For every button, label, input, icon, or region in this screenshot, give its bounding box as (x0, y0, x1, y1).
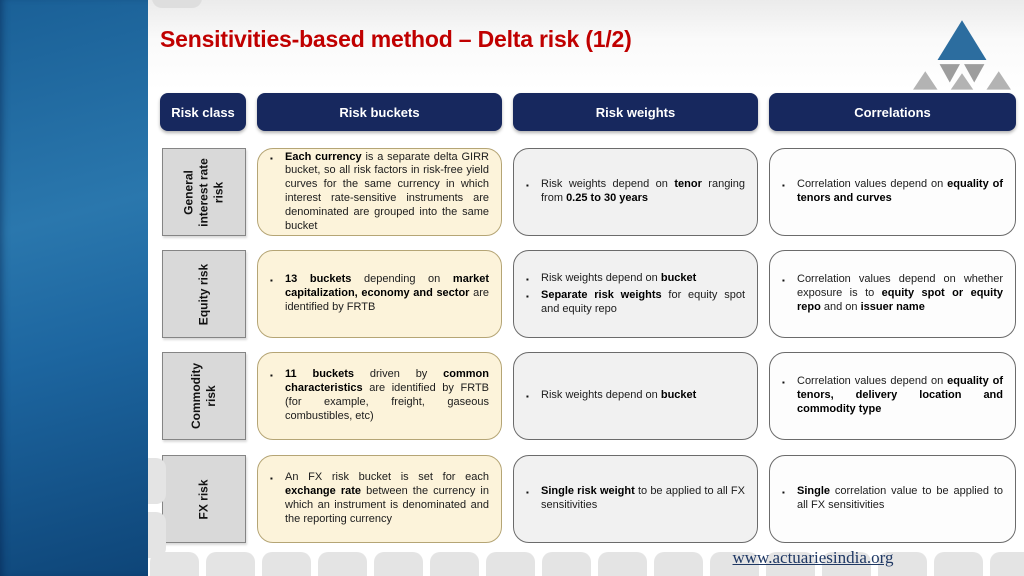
bullet-text: Correlation values depend on equality of… (797, 178, 1003, 204)
decor-square (148, 458, 166, 504)
decor-square (262, 552, 311, 576)
table-row: Commodity risk ▪ 11 buckets driven by com… (148, 352, 1024, 440)
bullet-marker: ▪ (526, 181, 529, 191)
correlations-cell: ▪ Correlation values depend on equality o… (769, 352, 1016, 440)
decor-square (990, 552, 1024, 576)
decor-square (150, 552, 199, 576)
decor-square (542, 552, 591, 576)
correlations-cell: ▪ Correlation values depend on equality o… (769, 148, 1016, 236)
bullet-marker: ▪ (526, 391, 529, 401)
bullet-marker: ▪ (526, 291, 529, 301)
decor-square (148, 512, 166, 558)
risk-weights-cell: ▪ Single risk weight to be applied to all… (513, 455, 758, 543)
risk-weights-cell: ▪ Risk weights depend on tenor ranging fr… (513, 148, 758, 236)
correlations-cell: ▪ Correlation values depend on whether ex… (769, 250, 1016, 338)
bullet-marker: ▪ (782, 181, 785, 191)
column-header-risk-weights: Risk weights (513, 93, 758, 131)
bullet-text: An FX risk bucket is set for each exchan… (285, 471, 489, 525)
risk-buckets-cell: ▪ 11 buckets driven by common characteris… (257, 352, 502, 440)
bullet-text: Correlation values depend on whether exp… (797, 273, 1003, 313)
bullet-marker: ▪ (270, 153, 273, 163)
table-row: FX risk ▪ An FX risk bucket is set for ea… (148, 455, 1024, 543)
website-link[interactable]: www.actuariesindia.org (732, 548, 894, 567)
decor-square (486, 552, 535, 576)
bullet-marker: ▪ (270, 276, 273, 286)
bullet-text: Single risk weight to be applied to all … (541, 485, 745, 511)
decor-square (430, 552, 479, 576)
decor-square (374, 552, 423, 576)
bullet-marker: ▪ (270, 371, 273, 381)
correlations-cell: ▪ Single correlation value to be applied … (769, 455, 1016, 543)
bullet-text: Correlation values depend on equality of… (797, 375, 1003, 415)
bullet-text: Each currency is a separate delta GIRR b… (285, 150, 489, 232)
risk-class-box: FX risk (162, 455, 246, 543)
risk-class-label: Commodity risk (189, 363, 218, 429)
bullet-text: Separate risk weights for equity spot an… (541, 288, 745, 315)
decor-square (598, 552, 647, 576)
page-title: Sensitivities-based method – Delta risk … (160, 26, 632, 52)
risk-buckets-cell: ▪ An FX risk bucket is set for each excha… (257, 455, 502, 543)
decor-square (878, 552, 927, 576)
table-row: General interest rate risk ▪ Each currenc… (148, 148, 1024, 236)
risk-class-label: FX risk (196, 478, 211, 520)
risk-class-box: General interest rate risk (162, 148, 246, 236)
risk-buckets-cell: ▪ 13 buckets depending on market capitali… (257, 250, 502, 338)
decor-square (654, 552, 703, 576)
decor-border-bottom (150, 552, 1024, 576)
bullet-marker: ▪ (526, 274, 529, 284)
bullet-marker: ▪ (782, 276, 785, 286)
decor-square (934, 552, 983, 576)
risk-class-label: Equity risk (196, 263, 211, 325)
bullet-text: 13 buckets depending on market capitaliz… (285, 273, 489, 313)
bullet-text: 11 buckets driven by common characterist… (285, 368, 489, 422)
decor-square (152, 0, 202, 8)
risk-class-label: General interest rate risk (181, 157, 226, 227)
risk-class-box: Commodity risk (162, 352, 246, 440)
risk-weights-cell: ▪ Risk weights depend on bucket (513, 352, 758, 440)
slide-content-area: Sensitivities-based method – Delta risk … (148, 0, 1024, 576)
decor-square (710, 552, 759, 576)
risk-weights-cell: ▪ Risk weights depend on bucket ▪ Separate … (513, 250, 758, 338)
column-header-risk-buckets: Risk buckets (257, 93, 502, 131)
bullet-marker: ▪ (782, 378, 785, 388)
risk-class-box: Equity risk (162, 250, 246, 338)
bullet-marker: ▪ (782, 488, 785, 498)
bullet-text: Risk weights depend on tenor ranging fro… (541, 178, 745, 204)
risk-buckets-cell: ▪ Each currency is a separate delta GIRR … (257, 148, 502, 236)
actuaries-india-logo-icon (913, 20, 1011, 90)
bullet-text: Single correlation value to be applied t… (797, 485, 1003, 511)
bullet-text: Risk weights depend on bucket (541, 271, 697, 284)
decor-square (318, 552, 367, 576)
table-row: Equity risk ▪ 13 buckets depending on mar… (148, 250, 1024, 338)
decor-square (766, 552, 815, 576)
decor-square (822, 552, 871, 576)
column-header-correlations: Correlations (769, 93, 1016, 131)
bullet-marker: ▪ (270, 474, 273, 484)
bullet-marker: ▪ (526, 488, 529, 498)
decor-square (206, 552, 255, 576)
column-header-risk-class: Risk class (160, 93, 246, 131)
bullet-text: Risk weights depend on bucket (541, 388, 697, 401)
left-background-panel (0, 0, 148, 576)
